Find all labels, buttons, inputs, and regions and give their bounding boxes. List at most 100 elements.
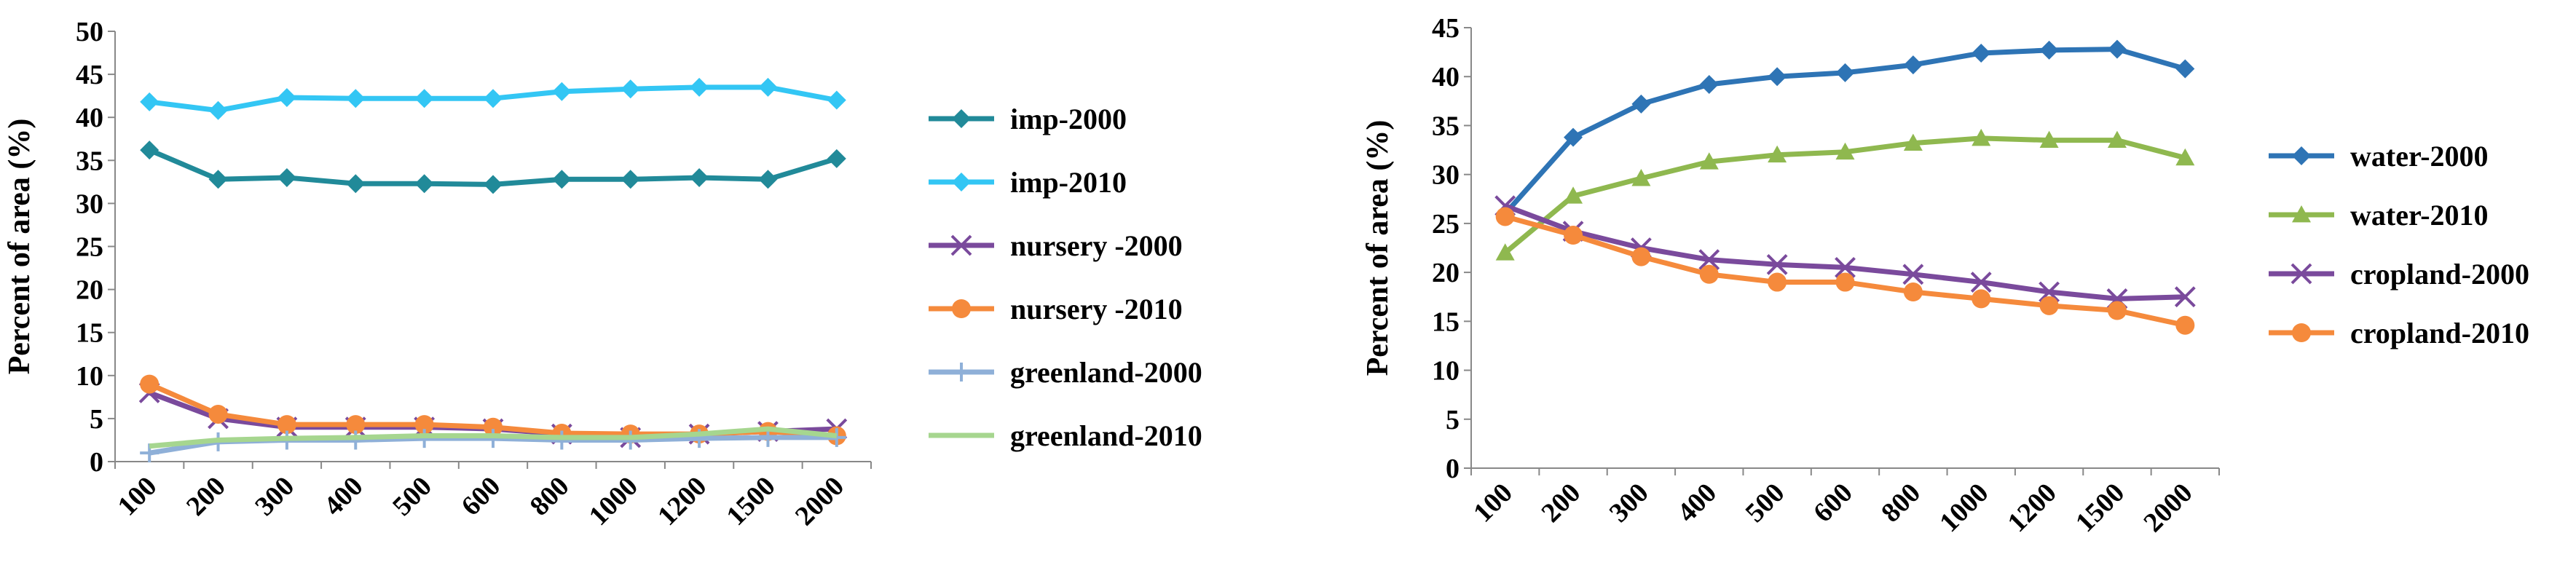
y-axis-label: Percent of area (%) <box>1361 120 1395 376</box>
y-tick-label: 25 <box>76 232 103 263</box>
marker <box>1835 256 1856 278</box>
marker <box>621 79 640 99</box>
marker <box>1495 207 1515 226</box>
marker <box>1972 289 1991 309</box>
marker <box>1698 249 1720 271</box>
marker <box>484 175 503 194</box>
x-tick-label: 1500 <box>720 471 781 531</box>
marker <box>346 174 366 194</box>
x-tick-label: 600 <box>455 471 506 522</box>
legend-label: water-2010 <box>2350 199 2489 232</box>
marker <box>208 100 228 120</box>
x-tick-label: 500 <box>1739 478 1790 529</box>
series-line <box>149 426 838 449</box>
marker <box>140 443 159 463</box>
marker <box>208 170 228 189</box>
marker <box>758 170 778 189</box>
marker <box>690 167 709 187</box>
marker <box>2292 146 2311 165</box>
marker <box>1564 226 1583 245</box>
marker <box>621 430 640 450</box>
marker <box>414 89 434 108</box>
legend-label: greenland-2000 <box>1010 356 1202 389</box>
marker <box>621 170 640 189</box>
marker <box>346 415 366 435</box>
marker <box>950 234 972 256</box>
x-tick-label: 2000 <box>789 471 850 531</box>
x-tick-label: 800 <box>1875 478 1926 529</box>
marker <box>2175 315 2195 335</box>
y-tick-label: 5 <box>1446 405 1460 435</box>
marker <box>2039 130 2059 149</box>
y-tick-label: 35 <box>1432 111 1460 141</box>
y-tick-label: 25 <box>1432 209 1460 240</box>
marker <box>690 77 709 97</box>
x-tick-label: 200 <box>181 471 232 522</box>
marker <box>1699 74 1719 94</box>
y-tick-label: 10 <box>1432 356 1460 387</box>
legend-label: nursery -2000 <box>1010 229 1183 262</box>
marker <box>484 89 503 108</box>
marker <box>2175 148 2195 166</box>
marker <box>952 299 971 318</box>
marker <box>2107 130 2127 149</box>
y-tick-label: 10 <box>76 361 103 392</box>
marker <box>484 417 503 437</box>
x-tick-label: 2000 <box>2138 478 2198 538</box>
marker <box>2291 263 2312 285</box>
marker <box>1768 272 1787 292</box>
y-axis-label: Percent of area (%) <box>3 119 36 375</box>
marker <box>277 415 296 435</box>
marker <box>277 88 296 108</box>
x-tick-label: 1200 <box>652 471 712 531</box>
x-tick-label: 500 <box>387 471 438 522</box>
marker <box>1631 247 1651 266</box>
marker <box>1495 243 1515 261</box>
legend-label: cropland-2000 <box>2350 258 2529 290</box>
marker <box>1631 169 1651 186</box>
marker <box>952 109 971 128</box>
marker <box>140 92 159 111</box>
y-tick-label: 5 <box>90 404 103 435</box>
marker <box>827 149 846 168</box>
marker <box>414 174 434 194</box>
x-tick-label: 300 <box>1604 478 1655 529</box>
marker <box>952 363 971 382</box>
marker <box>140 374 159 394</box>
marker <box>2175 59 2195 79</box>
marker <box>2292 205 2311 223</box>
marker <box>346 89 366 108</box>
x-tick-label: 600 <box>1808 478 1859 529</box>
marker <box>552 430 572 450</box>
y-tick-label: 50 <box>76 17 103 47</box>
marker <box>1903 55 1923 75</box>
marker <box>2107 301 2127 320</box>
y-tick-label: 0 <box>1446 454 1460 484</box>
x-tick-label: 400 <box>1671 478 1722 529</box>
x-tick-label: 1500 <box>2070 478 2130 538</box>
chart: 0 5 10 15 20 25 30 35 40 45 50 100 200 300 400 500 600 80… <box>3 17 1202 531</box>
marker <box>1835 142 1855 160</box>
marker <box>277 167 296 187</box>
marker <box>1835 272 1855 292</box>
legend-label: water-2000 <box>2350 140 2489 173</box>
series-line <box>1504 214 2186 328</box>
marker <box>2039 281 2060 303</box>
marker <box>758 77 778 97</box>
y-tick-label: 45 <box>76 60 103 90</box>
legend-label: imp-2010 <box>1010 166 1127 199</box>
y-tick-label: 40 <box>76 103 103 133</box>
marker <box>2107 39 2127 59</box>
legend-label: imp-2000 <box>1010 103 1127 135</box>
legend-label: cropland-2010 <box>2350 317 2529 349</box>
y-tick-label: 20 <box>1432 258 1460 288</box>
marker <box>1766 253 1788 275</box>
y-tick-label: 40 <box>1432 62 1460 92</box>
marker <box>1564 186 1583 204</box>
x-tick-label: 400 <box>318 471 369 522</box>
marker <box>2174 286 2196 308</box>
marker <box>1972 43 1991 63</box>
y-tick-label: 0 <box>90 447 103 478</box>
x-tick-label: 1000 <box>583 471 644 531</box>
